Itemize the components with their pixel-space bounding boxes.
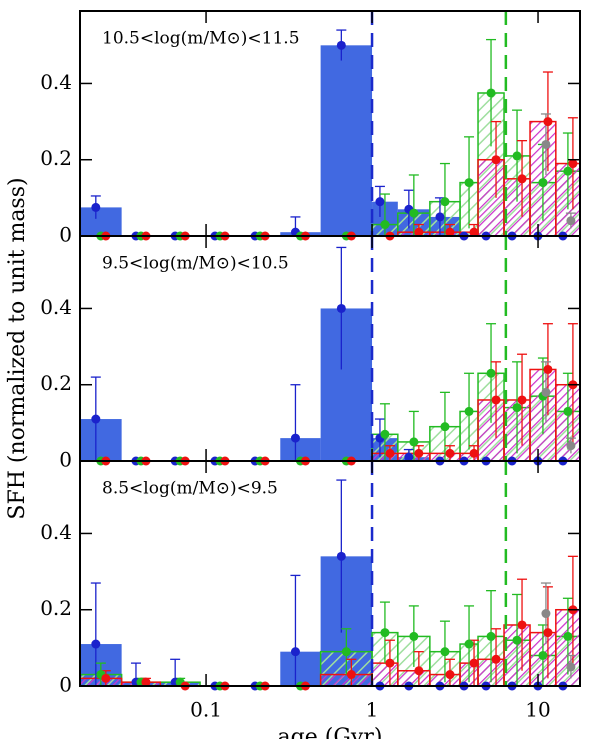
point — [486, 88, 496, 98]
point — [469, 448, 479, 458]
point — [512, 403, 522, 413]
point — [538, 178, 548, 188]
point — [491, 155, 501, 165]
bar — [397, 669, 431, 686]
point — [486, 368, 496, 378]
point — [91, 639, 101, 649]
point — [517, 395, 527, 405]
point — [566, 662, 576, 672]
point — [517, 620, 527, 630]
point — [491, 395, 501, 405]
point — [440, 197, 450, 207]
point — [336, 303, 346, 313]
bar — [80, 419, 122, 461]
x-tick-label: 1 — [366, 698, 379, 722]
point — [563, 166, 573, 176]
panel — [80, 246, 580, 461]
bar — [320, 45, 373, 236]
point — [566, 441, 576, 451]
y-tick-label: 0.4 — [40, 70, 72, 94]
point — [141, 677, 151, 687]
panel-label: 8.5<log(m/M⊙)<9.5 — [102, 479, 278, 499]
point — [469, 227, 479, 237]
x-tick-label: 0.1 — [190, 698, 222, 722]
point — [464, 178, 474, 188]
y-tick-label: 0.4 — [40, 520, 72, 544]
point — [440, 647, 450, 657]
point — [409, 208, 419, 218]
point — [469, 658, 479, 668]
point — [568, 159, 578, 169]
point — [541, 387, 551, 397]
point — [445, 227, 455, 237]
bar — [80, 207, 122, 236]
point — [414, 227, 424, 237]
panel — [80, 29, 580, 236]
point — [414, 448, 424, 458]
point — [380, 429, 390, 439]
point — [543, 364, 553, 374]
point — [346, 670, 356, 680]
point — [409, 631, 419, 641]
point — [486, 631, 496, 641]
y-tick-label: 0 — [59, 223, 72, 247]
point — [380, 220, 390, 230]
point — [341, 647, 351, 657]
point — [541, 609, 551, 619]
bar — [280, 438, 321, 461]
point — [409, 437, 419, 447]
point — [445, 448, 455, 458]
y-tick-label: 0.2 — [40, 146, 72, 170]
point — [385, 658, 395, 668]
y-tick-label: 0.2 — [40, 371, 72, 395]
point — [563, 631, 573, 641]
x-tick-label: 10 — [525, 698, 550, 722]
point — [538, 650, 548, 660]
point — [375, 197, 385, 207]
panel-label: 10.5<log(m/M⊙)<11.5 — [102, 29, 300, 49]
y-tick-label: 0 — [59, 673, 72, 697]
point — [336, 551, 346, 561]
point — [414, 666, 424, 676]
point — [380, 628, 390, 638]
point — [440, 422, 450, 432]
point — [541, 139, 551, 149]
bar — [319, 673, 373, 686]
point — [566, 216, 576, 226]
point — [385, 448, 395, 458]
point — [491, 654, 501, 664]
point — [435, 212, 445, 222]
y-axis-label: SFH (normalized to unit mass) — [5, 177, 30, 519]
point — [91, 414, 101, 424]
x-axis-label: age (Gyr) — [278, 725, 383, 739]
point — [512, 151, 522, 161]
point — [91, 202, 101, 212]
point — [464, 639, 474, 649]
bar — [371, 662, 399, 686]
bar — [477, 399, 505, 461]
point — [543, 628, 553, 638]
point — [290, 647, 300, 657]
point — [464, 406, 474, 416]
point — [445, 670, 455, 680]
y-tick-label: 0.2 — [40, 596, 72, 620]
panel-label: 9.5<log(m/M⊙)<10.5 — [102, 254, 289, 274]
point — [336, 40, 346, 50]
bar — [320, 308, 373, 461]
point — [512, 635, 522, 645]
y-tick-label: 0 — [59, 448, 72, 472]
point — [563, 406, 573, 416]
point — [290, 433, 300, 443]
point — [543, 117, 553, 127]
bar — [280, 651, 321, 686]
y-tick-label: 0.4 — [40, 295, 72, 319]
point — [101, 673, 111, 683]
point — [517, 174, 527, 184]
point — [404, 452, 414, 462]
bar — [477, 158, 505, 236]
